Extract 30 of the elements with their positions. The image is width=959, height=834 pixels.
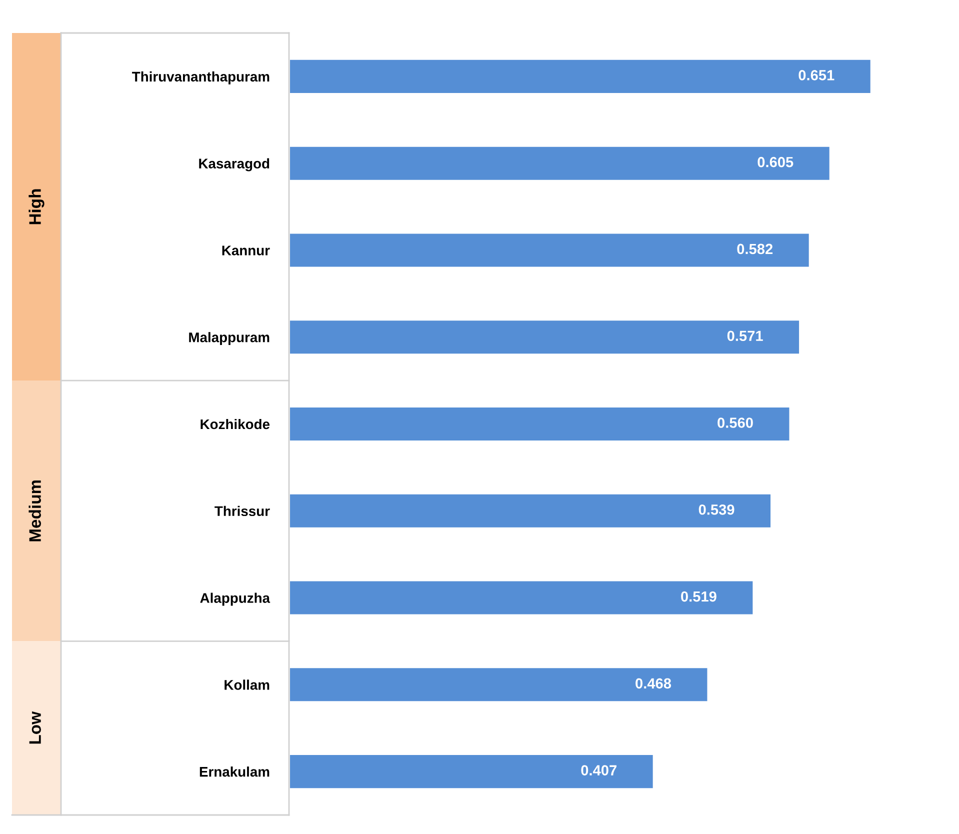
y-tick-label: Malappuram <box>189 332 270 346</box>
bar <box>290 146 830 180</box>
bar <box>290 320 800 354</box>
bar <box>290 234 809 267</box>
y-tick-label: Ernakulam <box>200 766 270 777</box>
data-label: 0.519 <box>681 591 716 602</box>
data-label: 0.605 <box>758 156 794 168</box>
bar <box>290 755 653 788</box>
data-label: 0.582 <box>737 244 773 254</box>
data-label: 0.651 <box>798 70 834 80</box>
data-label: 0.571 <box>727 330 763 342</box>
data-label: 0.560 <box>718 418 753 428</box>
text: Medium <box>28 480 41 542</box>
text: High <box>28 189 44 224</box>
bar <box>290 581 753 614</box>
y-tick-label: Kasaragod <box>199 158 270 172</box>
y-tick-label: Alappuzha <box>200 592 270 606</box>
bar <box>290 60 870 93</box>
y-tick-label: Thiruvananthapuram <box>132 71 270 84</box>
data-label: 0.407 <box>581 765 616 776</box>
bar <box>290 407 790 441</box>
data-label: 0.539 <box>698 504 734 515</box>
y-tick-label: Kollam <box>224 680 270 690</box>
y-tick-label: Thrissur <box>214 506 270 516</box>
y-tick-label: Kozhikode <box>200 418 270 430</box>
bar <box>290 494 771 528</box>
bar <box>290 668 708 702</box>
text: Low <box>29 711 41 744</box>
data-label: 0.468 <box>636 678 672 689</box>
y-tick-label: Kannur <box>222 246 270 256</box>
